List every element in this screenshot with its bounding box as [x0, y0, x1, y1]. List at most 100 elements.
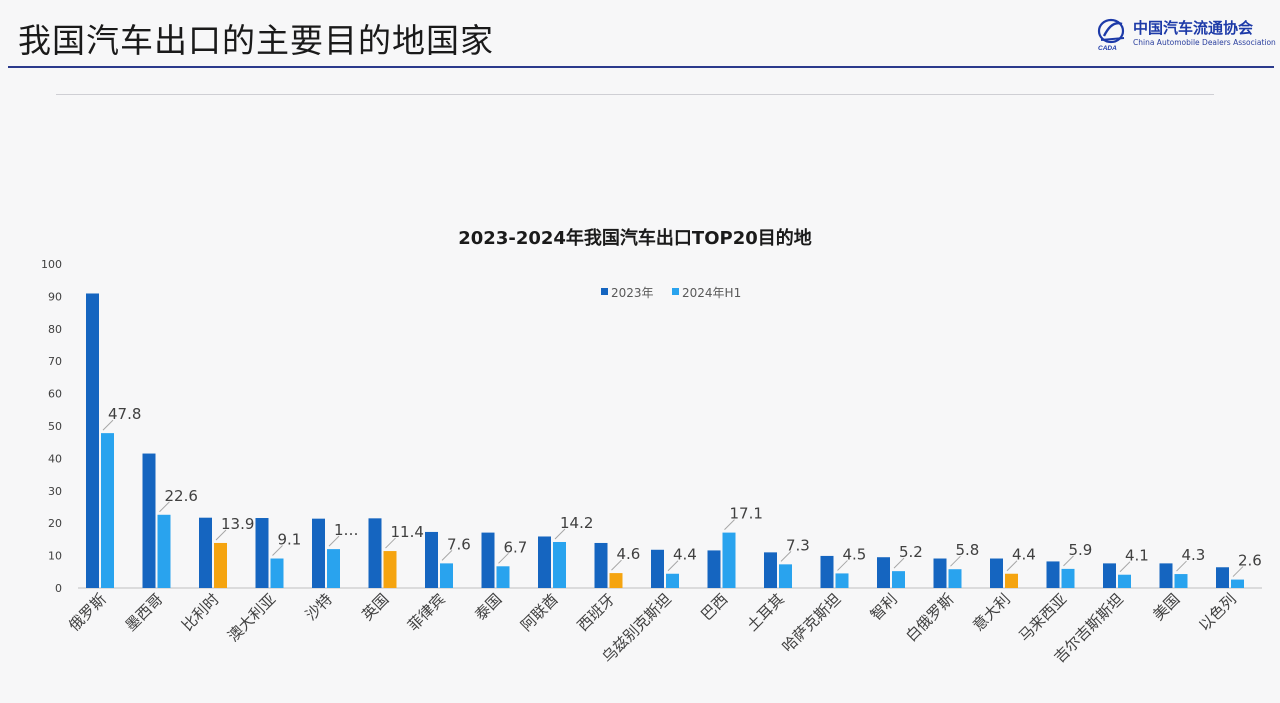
x-tick-label: 巴西	[697, 590, 731, 624]
content-divider	[56, 94, 1214, 95]
y-tick-label: 30	[48, 485, 62, 498]
label-leader-15	[950, 555, 961, 567]
x-tick-label: 比利时	[178, 590, 223, 635]
bar-2023-1	[142, 453, 156, 588]
x-tick-label: 英国	[358, 590, 392, 624]
x-tick-label: 智利	[867, 590, 901, 624]
x-tick-label: 马来西亚	[1015, 590, 1070, 645]
bar-2023-8	[538, 536, 551, 588]
data-label-2024h1-10: 4.4	[673, 546, 697, 564]
bar-2024h1-5	[383, 551, 397, 588]
y-tick-label: 10	[48, 550, 62, 563]
bar-2024h1-14	[892, 571, 905, 588]
data-label-2024h1-3: 9.1	[278, 531, 302, 549]
bar-2024h1-12	[779, 564, 792, 588]
y-tick-label: 20	[48, 517, 62, 530]
x-tick-label: 菲律宾	[404, 590, 449, 635]
data-label-2024h1-5: 11.4	[391, 523, 424, 541]
y-tick-label: 70	[48, 355, 62, 368]
bar-2024h1-19	[1174, 574, 1188, 588]
bar-2024h1-18	[1118, 574, 1131, 588]
y-tick-label: 0	[55, 582, 62, 595]
x-tick-label: 墨西哥	[122, 590, 167, 635]
x-tick-label: 泰国	[471, 590, 505, 624]
data-label-2024h1-20: 2.6	[1238, 552, 1262, 570]
bar-2024h1-0	[101, 433, 114, 588]
bars	[86, 293, 1244, 588]
header-divider	[8, 66, 1274, 68]
data-label-2024h1-12: 7.3	[786, 536, 810, 554]
x-tick-label: 美国	[1149, 590, 1183, 624]
bar-2023-14	[877, 557, 890, 588]
data-label-2024h1-2: 13.9	[221, 515, 254, 533]
data-labels: 47.8 22.6 13.9 9.1 1… 11.4 7.6 6.7 14.2 4.6 4.4 17.…	[102, 405, 1262, 577]
bar-2023-7	[481, 532, 495, 588]
label-leader-10	[667, 560, 679, 572]
bar-2024h1-10	[666, 573, 679, 588]
bar-2023-3	[255, 518, 269, 588]
bar-2024h1-17	[1061, 568, 1075, 588]
logo-subtitle: China Automobile Dealers Association	[1133, 38, 1276, 47]
bar-2023-6	[425, 531, 438, 588]
bar-2023-13	[820, 555, 834, 588]
bar-2023-20	[1216, 567, 1229, 588]
bar-2024h1-4	[327, 549, 340, 588]
y-tick-label: 90	[48, 290, 62, 303]
label-leader-16	[1006, 560, 1018, 572]
label-leader-12	[780, 550, 792, 562]
bar-2024h1-16	[1005, 573, 1018, 588]
data-label-2024h1-7: 6.7	[504, 538, 528, 556]
bar-2024h1-20	[1231, 579, 1244, 588]
label-leader-18	[1119, 561, 1131, 573]
data-label-2024h1-15: 5.8	[956, 541, 980, 559]
bar-2023-12	[764, 552, 777, 588]
label-leader-9	[611, 559, 622, 571]
y-tick-label: 60	[48, 388, 62, 401]
legend-label-1: 2024年H1	[682, 286, 741, 300]
data-label-2024h1-16: 4.4	[1012, 546, 1036, 564]
cada-logo-icon: CADA	[1097, 18, 1125, 52]
bar-2024h1-7	[496, 566, 510, 588]
label-leader-0	[102, 419, 114, 431]
label-leader-6	[441, 550, 453, 561]
bar-2023-4	[312, 518, 325, 588]
label-leader-8	[554, 528, 566, 540]
label-leader-4	[328, 535, 340, 547]
label-leader-5	[385, 537, 396, 549]
bar-2024h1-3	[270, 558, 284, 588]
bar-2023-0	[86, 293, 99, 588]
data-label-2024h1-18: 4.1	[1125, 547, 1149, 565]
legend-label-0: 2023年	[611, 286, 654, 300]
data-label-2024h1-13: 4.5	[843, 545, 867, 563]
bar-2023-9	[594, 542, 608, 588]
data-label-2024h1-6: 7.6	[447, 535, 471, 553]
x-tick-label: 哈萨克斯坦	[779, 590, 845, 656]
bar-2023-11	[707, 550, 721, 588]
data-label-2024h1-4: 1…	[334, 521, 359, 539]
data-label-2024h1-14: 5.2	[899, 543, 923, 561]
data-label-2024h1-1: 22.6	[165, 487, 198, 505]
bar-2024h1-13	[835, 573, 849, 588]
bar-2023-17	[1046, 561, 1060, 588]
bar-2024h1-1	[157, 514, 171, 588]
data-label-2024h1-0: 47.8	[108, 405, 141, 423]
label-leader-7	[498, 552, 509, 564]
label-leader-1	[159, 501, 170, 513]
x-tick-label: 以色列	[1195, 590, 1240, 635]
x-tick-label: 澳大利亚	[224, 590, 279, 645]
label-leader-3	[272, 545, 283, 556]
y-tick-label: 80	[48, 323, 62, 336]
bar-2023-5	[368, 518, 382, 588]
bar-2024h1-8	[553, 541, 566, 588]
legend-swatch-0	[601, 288, 608, 295]
bar-2023-10	[651, 549, 664, 588]
label-leader-2	[215, 529, 227, 541]
bar-2023-2	[199, 517, 212, 588]
bar-2024h1-15	[948, 569, 962, 588]
bar-2024h1-2	[214, 542, 227, 588]
data-label-2024h1-17: 5.9	[1069, 541, 1093, 559]
x-tick-label: 土耳其	[743, 590, 788, 635]
label-leader-11	[724, 519, 735, 530]
data-label-2024h1-11: 17.1	[730, 505, 763, 523]
